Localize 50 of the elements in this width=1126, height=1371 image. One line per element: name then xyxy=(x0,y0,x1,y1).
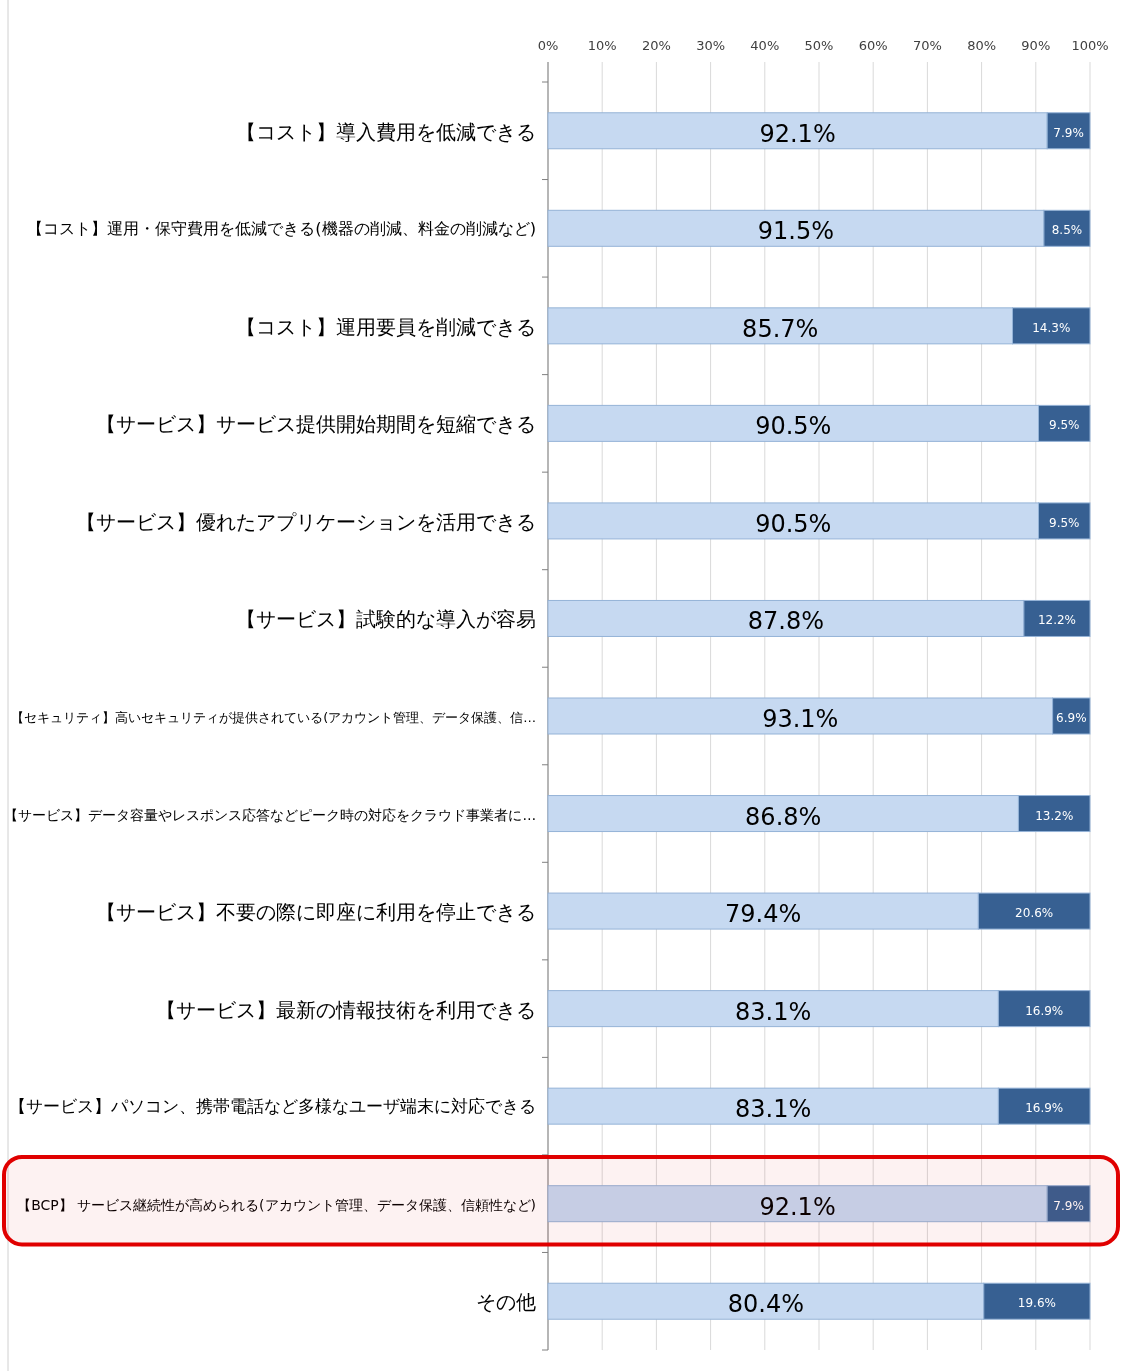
data-label: 90.5% xyxy=(755,412,832,441)
data-label: 92.1% xyxy=(759,119,836,148)
y-tick-label: 【サービス】データ容量やレスポンス応答などピーク時の対応をクラウド事業者に… xyxy=(4,806,536,823)
data-label: 7.9% xyxy=(1053,125,1084,140)
data-label: 80.4% xyxy=(727,1290,805,1319)
y-tick-label: 【コスト】運用・保守費用を低減できる(機器の削減、料金の削減など) xyxy=(27,219,536,239)
x-tick-label: 100% xyxy=(1071,38,1109,53)
y-tick-label: 【コスト】運用要員を削減できる xyxy=(236,314,536,339)
data-label: 6.9% xyxy=(1056,711,1087,725)
x-tick-label: 10% xyxy=(587,38,617,53)
data-label: 79.4% xyxy=(725,900,802,929)
y-tick-label: 【セキュリティ】高いセキュリティが提供されている(アカウント管理、データ保護、信… xyxy=(11,710,536,725)
x-tick-label: 50% xyxy=(804,38,834,53)
x-tick-label: 40% xyxy=(750,38,780,53)
y-tick-label: 【コスト】導入費用を低減できる xyxy=(236,119,536,144)
x-tick-label: 30% xyxy=(696,38,726,53)
data-label: 9.5% xyxy=(1049,515,1080,530)
data-label: 14.3% xyxy=(1032,320,1071,335)
data-label: 9.5% xyxy=(1049,418,1080,433)
data-label: 85.7% xyxy=(742,314,819,343)
data-label: 92.1% xyxy=(759,1192,836,1221)
data-label: 20.6% xyxy=(1015,906,1054,921)
y-tick-label: 【BCP】 サービス継続性が高められる(アカウント管理、データ保護、信頼性など) xyxy=(17,1196,536,1213)
data-label: 86.8% xyxy=(745,802,822,831)
x-tick-label: 90% xyxy=(1021,38,1051,53)
x-tick-label: 0% xyxy=(537,38,559,53)
y-tick-label: 【サービス】サービス提供開始期間を短縮できる xyxy=(96,412,536,437)
data-label: 16.9% xyxy=(1025,1101,1064,1116)
y-tick-label: 【サービス】最新の情報技術を利用できる xyxy=(156,997,536,1022)
x-tick-label: 80% xyxy=(967,38,997,53)
data-label: 19.6% xyxy=(1017,1296,1056,1311)
y-tick-label: 【サービス】試験的な導入が容易 xyxy=(236,607,536,632)
y-tick-label: 【サービス】優れたアプリケーションを活用できる xyxy=(76,509,536,534)
data-label: 12.2% xyxy=(1037,613,1076,628)
x-tick-label: 20% xyxy=(641,38,671,53)
data-label: 93.1% xyxy=(762,705,839,733)
data-label: 91.5% xyxy=(757,217,835,246)
data-label: 8.5% xyxy=(1051,223,1083,238)
data-label: 13.2% xyxy=(1035,808,1074,823)
y-tick-label: その他 xyxy=(476,1290,536,1315)
y-tick-label: 【サービス】パソコン、携帯電話など多様なユーザ端末に対応できる xyxy=(9,1096,536,1117)
data-label: 7.9% xyxy=(1053,1198,1084,1213)
x-tick-label: 60% xyxy=(858,38,888,53)
data-label: 87.8% xyxy=(747,607,825,636)
data-label: 83.1% xyxy=(735,1095,812,1124)
y-tick-label: 【サービス】不要の際に即座に利用を停止できる xyxy=(96,900,536,925)
data-label: 83.1% xyxy=(735,997,812,1026)
data-label: 16.9% xyxy=(1025,1003,1064,1018)
data-label: 90.5% xyxy=(755,509,832,538)
x-tick-label: 70% xyxy=(912,38,942,53)
